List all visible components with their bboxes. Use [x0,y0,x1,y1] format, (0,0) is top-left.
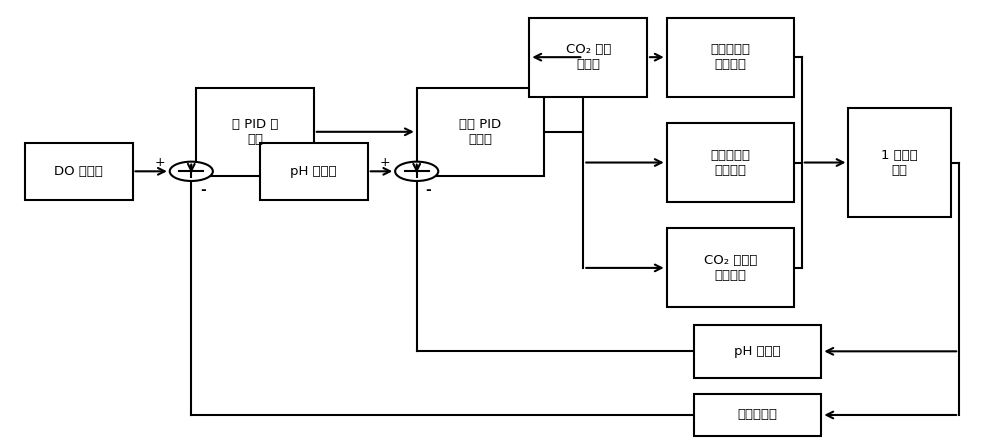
Bar [694,394,821,436]
Bar [25,143,132,200]
Bar [260,143,368,200]
Text: CO₂ 质量流
量控制器: CO₂ 质量流 量控制器 [704,254,757,282]
Bar [196,88,314,176]
Text: +: + [380,156,391,169]
Bar [848,108,951,217]
Bar [667,228,794,307]
Circle shape [395,162,438,181]
Text: +: + [155,156,165,169]
Bar [667,17,794,97]
Text: 溶氧传感器: 溶氧传感器 [738,409,778,422]
Text: 主 PID 控
制器: 主 PID 控 制器 [232,118,278,146]
Text: CO₂ 过滤
控制阀: CO₂ 过滤 控制阀 [566,43,611,71]
Bar [694,325,821,378]
Text: pH 目标值: pH 目标值 [290,165,337,178]
Text: -: - [426,183,431,197]
Text: 辅助 PID
控制器: 辅助 PID 控制器 [459,118,501,146]
Bar [667,123,794,202]
Text: 氮气质量流
量控制器: 氮气质量流 量控制器 [710,149,750,177]
Circle shape [170,162,213,181]
Text: 1 立方米
海水: 1 立方米 海水 [881,149,918,177]
Text: DO 目标值: DO 目标值 [54,165,103,178]
Text: 空气质量流
量控制器: 空气质量流 量控制器 [710,43,750,71]
Text: -: - [200,183,206,197]
Bar [417,88,544,176]
Text: pH 传感器: pH 传感器 [734,345,781,358]
Bar [529,17,647,97]
